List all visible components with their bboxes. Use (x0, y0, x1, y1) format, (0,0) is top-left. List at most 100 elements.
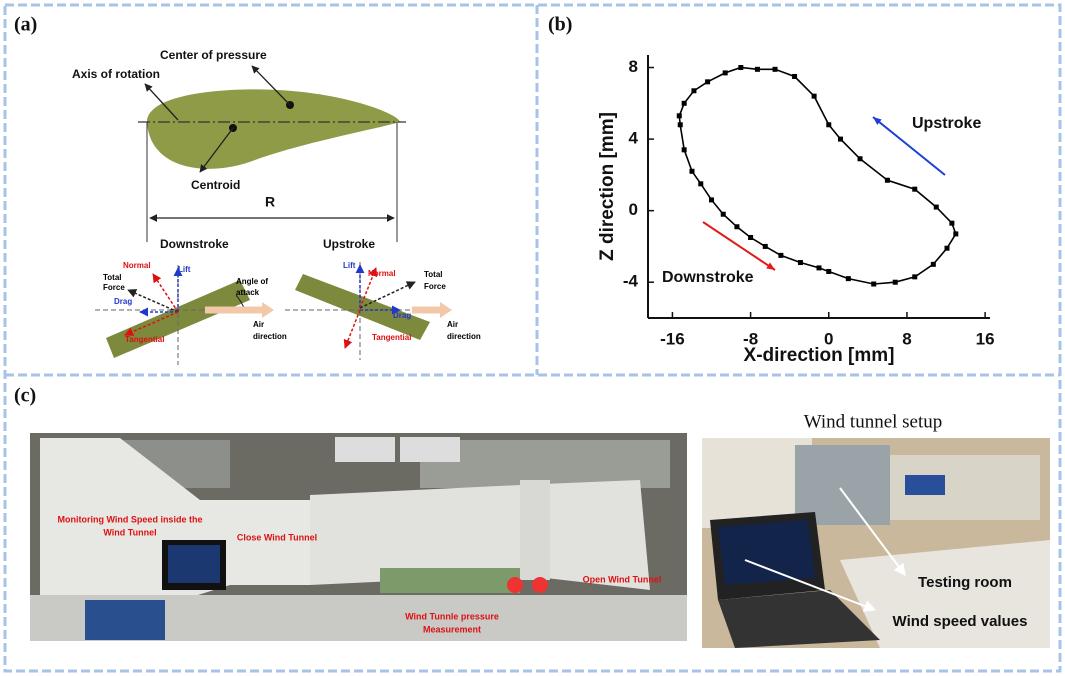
data-point (846, 276, 851, 281)
label: Normal (123, 261, 151, 270)
y-tick-label: -4 (623, 272, 639, 291)
data-point (912, 187, 917, 192)
data-point (682, 101, 687, 106)
annotation: Downstroke (662, 269, 754, 286)
label: Force (424, 282, 446, 291)
data-point (934, 205, 939, 210)
arrow (128, 290, 178, 312)
data-point (812, 94, 817, 99)
label: Upstroke (323, 237, 375, 251)
label: direction (253, 332, 287, 341)
label: Angle of (236, 277, 268, 286)
label: Tangential (125, 335, 164, 344)
data-point (871, 282, 876, 287)
label: Drag (393, 311, 411, 320)
x-tick-label: 16 (976, 329, 995, 348)
y-axis-label: Z direction [mm] (597, 112, 618, 261)
label: Force (103, 283, 125, 292)
label: Lift (343, 261, 356, 270)
label: Wind speed values (893, 613, 1028, 630)
panel-c: (c) Wind tunnel setup Monitoring Wind Sp… (14, 385, 1050, 648)
label: Monitoring Wind Speed inside the (58, 514, 203, 524)
data-point (738, 65, 743, 70)
data-point (838, 137, 843, 142)
label: Drag (114, 297, 132, 306)
panel-label: (c) (14, 385, 36, 407)
y-tick-label: 4 (629, 129, 639, 148)
air-arrow (262, 302, 274, 318)
x-axis-label: X-direction [mm] (744, 345, 895, 366)
data-point (953, 231, 958, 236)
instrument (335, 437, 395, 462)
data-point (931, 262, 936, 267)
air-arrow (440, 302, 452, 318)
data-point (705, 79, 710, 84)
tunnel-ring (520, 480, 550, 580)
photo-title: Wind tunnel setup (804, 411, 943, 432)
data-point (858, 156, 863, 161)
data-point (773, 67, 778, 72)
data-point (949, 221, 954, 226)
data-point (682, 147, 687, 152)
data-point (817, 265, 822, 270)
data-point (893, 280, 898, 285)
data-point (945, 246, 950, 251)
label: direction (447, 332, 481, 341)
data-point (689, 169, 694, 174)
label: Normal (368, 269, 396, 278)
data-point (755, 67, 760, 72)
data-line (679, 68, 956, 285)
label: Lift (178, 265, 191, 274)
panel-label: (a) (14, 14, 37, 36)
label: Axis of rotation (72, 67, 160, 81)
arrow (345, 310, 360, 348)
laptop-screen (168, 545, 220, 583)
ear-muff (532, 577, 548, 593)
plate (380, 568, 520, 593)
label: Centroid (191, 178, 240, 192)
instrument (400, 437, 460, 462)
label: Center of pressure (160, 48, 267, 62)
data-point (826, 269, 831, 274)
label: Wind Tunnle pressure (405, 611, 499, 621)
label: Open Wind Tunnel (583, 574, 662, 584)
data-point (748, 235, 753, 240)
data-point (792, 74, 797, 79)
data-point (691, 88, 696, 93)
data-point (778, 253, 783, 258)
label: Air (253, 320, 264, 329)
data-point (798, 260, 803, 265)
x-tick-label: 8 (902, 329, 911, 348)
ear-muff (507, 577, 523, 593)
data-point (912, 274, 917, 279)
figure: (a) Center of pressure Axis of rotation … (0, 0, 1065, 676)
laptop-screen (718, 520, 815, 585)
photo-left: Monitoring Wind Speed inside the Wind Tu… (30, 433, 687, 641)
panel-label: (b) (548, 14, 572, 36)
data-point (709, 197, 714, 202)
label: Downstroke (160, 237, 229, 251)
label: Testing room (918, 574, 1012, 591)
x-tick-label: -16 (660, 329, 685, 348)
arrow (153, 274, 178, 312)
label: Wind Tunnel (103, 527, 156, 537)
y-tick-label: 8 (629, 57, 638, 76)
label: Tangential (372, 333, 411, 342)
cabinet (85, 600, 165, 640)
annotation-arrowhead (766, 262, 775, 270)
data-point (678, 122, 683, 127)
y-tick-label: 0 (629, 200, 638, 219)
label: Measurement (423, 624, 481, 634)
data-point (885, 178, 890, 183)
label: attack (236, 288, 260, 297)
label: Total (424, 270, 443, 279)
data-point (721, 212, 726, 217)
photo-right: Testing room Wind speed values (702, 438, 1050, 648)
label: Total (103, 273, 122, 282)
sign (905, 475, 945, 495)
label: Close Wind Tunnel (237, 532, 317, 542)
panel-a: (a) Center of pressure Axis of rotation … (14, 14, 481, 365)
data-point (698, 181, 703, 186)
label: Air (447, 320, 458, 329)
